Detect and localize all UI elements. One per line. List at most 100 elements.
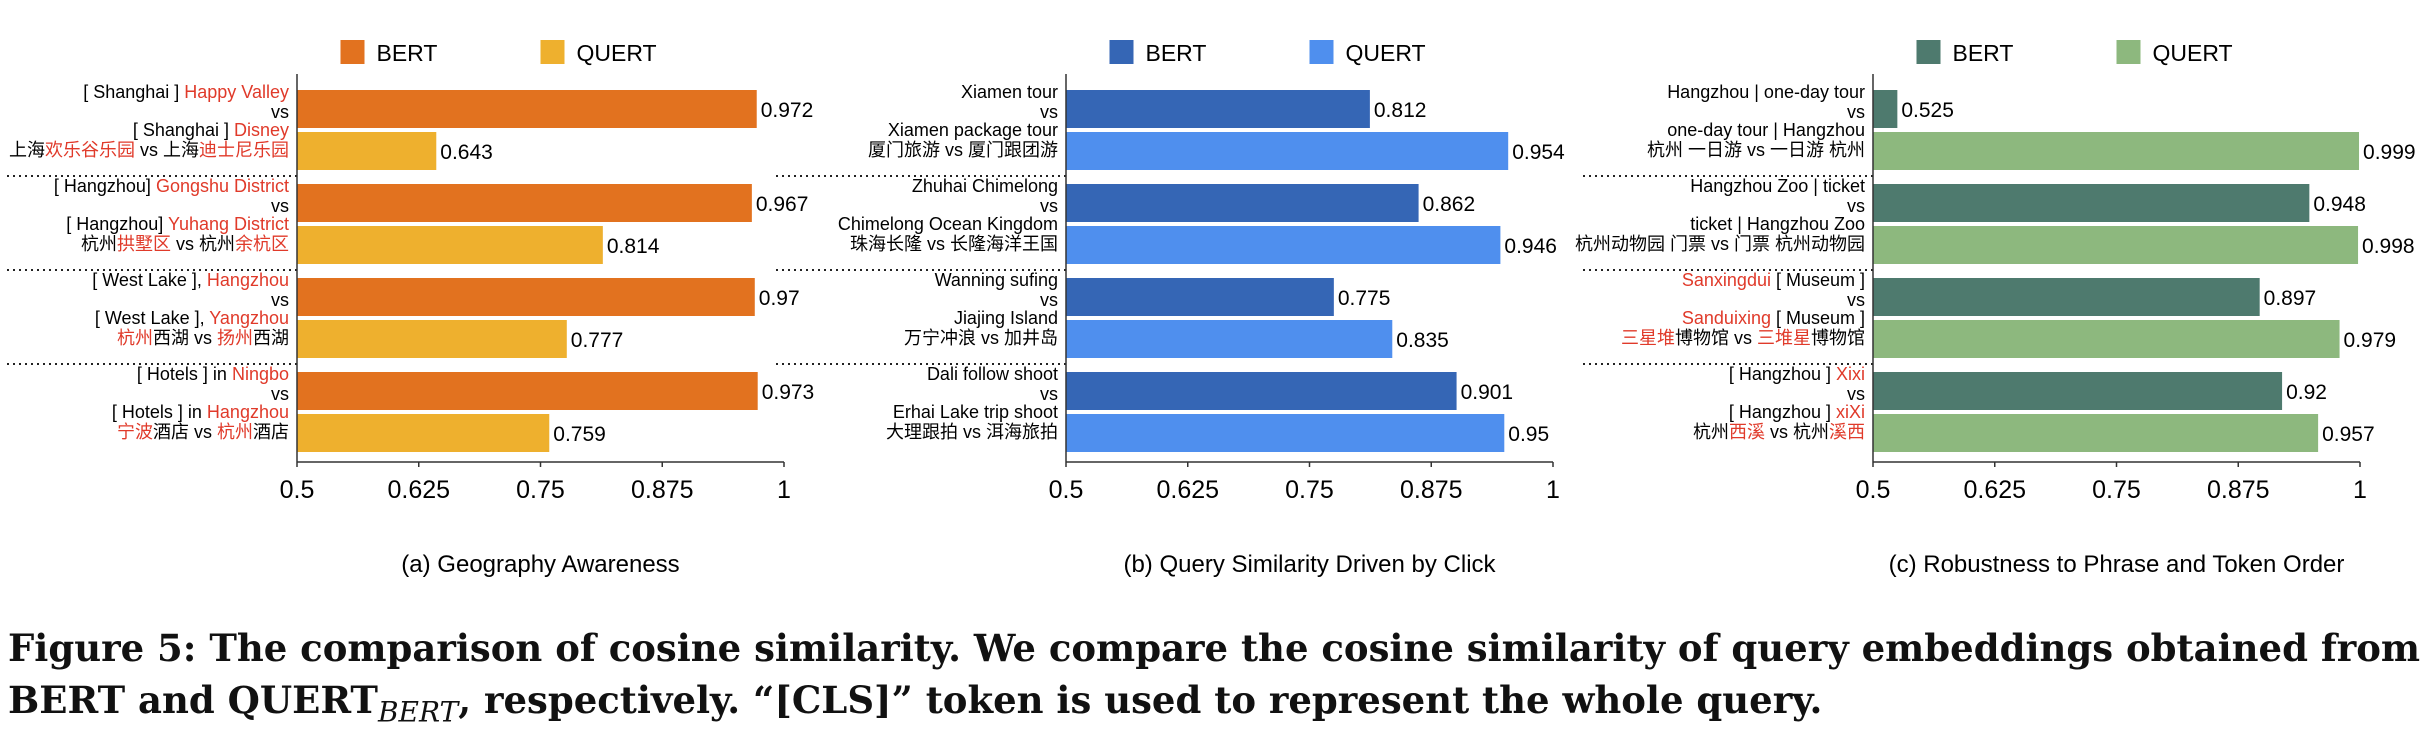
category-label-bert-2-line-1: Zhuhai Chimelong — [912, 176, 1058, 196]
category-label-bert-1-line-2: vs — [1847, 102, 1865, 122]
category-label-quert-4-line-2: 杭州西溪 vs 杭州溪西 — [1693, 422, 1865, 442]
category-label-segment: Hangzhou Zoo | ticket — [1690, 176, 1865, 196]
category-label-segment: vs — [1040, 102, 1058, 122]
category-label-bert-2-line-2: vs — [1040, 196, 1058, 216]
value-label-bert-1: 0.972 — [761, 99, 814, 122]
category-label-segment: vs — [1040, 196, 1058, 216]
category-label-bert-4-line-1: [ Hangzhou ] Xixi — [1729, 364, 1865, 384]
value-label-quert-1: 0.999 — [2363, 141, 2416, 164]
category-label-segment: 杭州 — [81, 234, 117, 254]
bar-quert-3 — [1066, 320, 1393, 358]
category-label-segment: Happy Valley — [184, 82, 289, 102]
category-label-segment: 杭州 一日游 vs 一日游 杭州 — [1647, 140, 1865, 160]
category-label-bert-1-line-1: Xiamen tour — [961, 82, 1058, 102]
category-label-segment: 西湖 — [253, 328, 289, 348]
category-label-segment: Chimelong Ocean Kingdom — [838, 214, 1058, 234]
bar-quert-4 — [1066, 414, 1505, 452]
value-label-quert-4: 0.957 — [2322, 423, 2375, 446]
value-label-bert-2: 0.948 — [2313, 193, 2366, 216]
category-label-segment: Erhai Lake trip shoot — [893, 402, 1058, 422]
bar-bert-1 — [1873, 90, 1898, 128]
category-label-segment: vs — [271, 290, 289, 310]
charts-svg: BERT QUERT 0.972 [ Shanghai ] Happy Valley v… — [7, 40, 2416, 578]
value-label-bert-3: 0.97 — [759, 287, 800, 310]
bar-bert-4 — [1873, 372, 2283, 410]
category-label-quert-2-line-1: [ Hangzhou] Yuhang District — [66, 214, 289, 234]
category-label-segment: 拱墅区 — [117, 234, 171, 254]
x-tick-label-5: 1 — [2353, 476, 2367, 504]
category-label-quert-2-line-2: 杭州动物园 门票 vs 门票 杭州动物园 — [1575, 234, 1865, 254]
x-tick-label-4: 0.875 — [2207, 476, 2270, 504]
bar-bert-2 — [1066, 184, 1419, 222]
category-label-segment: Xiamen tour — [961, 82, 1058, 102]
value-label-bert-4: 0.92 — [2286, 381, 2327, 404]
category-label-quert-1-line-1: [ Shanghai ] Disney — [133, 120, 289, 140]
category-label-segment: [ West Lake ], — [95, 308, 209, 328]
subplot-title: (b) Query Similarity Driven by Click — [1123, 551, 1496, 578]
legend-swatch-bert — [340, 40, 365, 64]
category-label-segment: 三堆星 — [1757, 328, 1811, 348]
category-label-quert-2-line-1: ticket | Hangzhou Zoo — [1690, 214, 1865, 234]
value-label-quert-4: 0.759 — [553, 423, 606, 446]
category-label-bert-1-line-2: vs — [1040, 102, 1058, 122]
bar-quert-4 — [297, 414, 550, 452]
value-label-bert-4: 0.973 — [762, 381, 815, 404]
legend-swatch-bert — [1109, 40, 1134, 64]
category-label-segment: [ Museum ] — [1771, 308, 1865, 328]
category-label-segment: Wanning sufing — [935, 270, 1058, 290]
category-label-segment: 博物馆 vs — [1675, 328, 1757, 348]
bar-quert-2 — [1066, 226, 1501, 264]
category-label-segment: vs — [1847, 290, 1865, 310]
caption-label: Figure 5: — [8, 626, 197, 670]
category-label-segment: [ Hangzhou ] — [1729, 364, 1836, 384]
category-label-segment: 宁波 — [117, 422, 153, 442]
x-tick-label-4: 0.875 — [1400, 476, 1463, 504]
category-label-segment: [ West Lake ], — [92, 270, 207, 290]
legend-label-quert: QUERT — [577, 40, 657, 66]
legend-label-bert: BERT — [1953, 40, 2014, 66]
category-label-segment: Disney — [234, 120, 289, 140]
bar-quert-3 — [1873, 320, 2340, 358]
category-label-segment: 西溪 — [1729, 422, 1765, 442]
category-label-bert-2-line-1: Hangzhou Zoo | ticket — [1690, 176, 1865, 196]
bar-bert-3 — [1066, 278, 1334, 316]
legend-label-quert: QUERT — [1346, 40, 1426, 66]
category-label-segment: 酒店 — [253, 422, 289, 442]
value-label-quert-2: 0.998 — [2362, 235, 2415, 258]
category-label-segment: [ Hotels ] in — [112, 402, 207, 422]
category-label-segment: 杭州 — [217, 422, 253, 442]
category-label-segment: [ Shanghai ] — [83, 82, 184, 102]
category-label-bert-2-line-1: [ Hangzhou] Gongshu District — [54, 176, 289, 196]
category-label-segment: 万宁冲浪 vs 加井岛 — [904, 328, 1058, 348]
category-label-segment: vs — [1040, 290, 1058, 310]
value-label-bert-3: 0.897 — [2264, 287, 2317, 310]
value-label-quert-4: 0.95 — [1508, 423, 1549, 446]
category-label-segment: vs — [271, 384, 289, 404]
value-label-quert-3: 0.777 — [571, 329, 624, 352]
category-label-segment: Ningbo — [232, 364, 289, 384]
value-label-bert-1: 0.812 — [1374, 99, 1427, 122]
subplot-title: (a) Geography Awareness — [401, 551, 679, 578]
bar-quert-4 — [1873, 414, 2319, 452]
category-label-segment: 酒店 vs — [153, 422, 217, 442]
category-label-quert-1-line-2: 杭州 一日游 vs 一日游 杭州 — [1647, 140, 1865, 160]
category-label-segment: [ Shanghai ] — [133, 120, 234, 140]
category-label-quert-2-line-2: 珠海长隆 vs 长隆海洋王国 — [850, 234, 1058, 254]
category-label-segment: 杭州动物园 门票 vs 门票 杭州动物园 — [1575, 234, 1865, 254]
category-label-segment: 欢乐谷乐园 — [45, 140, 135, 160]
value-label-bert-3: 0.775 — [1338, 287, 1391, 310]
legend-swatch-quert — [2116, 40, 2141, 64]
category-label-segment: [ Museum ] — [1771, 270, 1865, 290]
legend-label-bert: BERT — [1146, 40, 1207, 66]
category-label-bert-2-line-2: vs — [1847, 196, 1865, 216]
category-label-segment: 博物馆 — [1811, 328, 1865, 348]
category-label-quert-1-line-2: 上海欢乐谷乐园 vs 上海迪士尼乐园 — [9, 140, 289, 160]
caption-subscript: BERT — [377, 695, 459, 729]
category-label-segment: vs — [271, 196, 289, 216]
category-label-segment: [ Hangzhou] — [66, 214, 168, 234]
bar-bert-2 — [297, 184, 752, 222]
category-label-bert-3-line-2: vs — [1847, 290, 1865, 310]
bar-quert-3 — [297, 320, 567, 358]
category-label-bert-4-line-2: vs — [1040, 384, 1058, 404]
